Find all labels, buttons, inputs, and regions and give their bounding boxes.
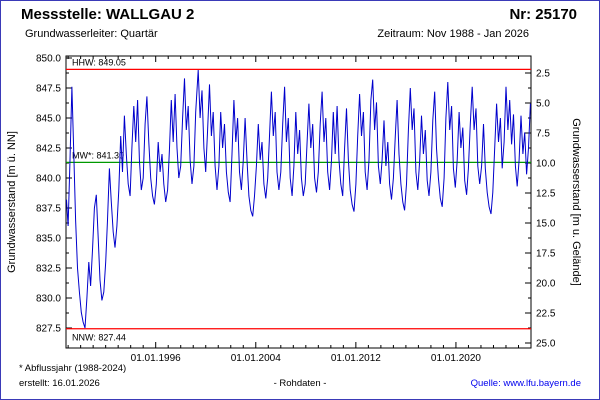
x-tick-label: 01.01.2012 bbox=[331, 353, 381, 364]
aquifer-label: Grundwasserleiter: Quartär bbox=[25, 28, 158, 40]
nnw-label: NNW: 827.44 bbox=[72, 333, 126, 343]
mw-label: MW*: 841.30 bbox=[72, 150, 124, 160]
y-right-tick-label: 10.0 bbox=[536, 159, 556, 170]
y-axis-left-title: Grundwasserstand [m ü. NN] bbox=[6, 131, 18, 273]
y-left-tick-label: 840.0 bbox=[36, 174, 61, 185]
y-right-tick-label: 20.0 bbox=[536, 279, 556, 290]
y-left-tick-label: 830.0 bbox=[36, 294, 61, 305]
y-right-tick-label: 15.0 bbox=[536, 219, 556, 230]
y-right-tick-label: 5.0 bbox=[536, 99, 550, 110]
footnote-abflussjahr: * Abflussjahr (1988-2024) bbox=[19, 363, 127, 374]
y-axis-left-ticks: 850.0 847.5 845.0 842.5 840.0 837.5 835.0 832.5… bbox=[36, 54, 72, 335]
y-left-tick-label: 847.5 bbox=[36, 84, 61, 95]
y-right-tick-label: 25.0 bbox=[536, 339, 556, 350]
created-date: erstellt: 16.01.2026 bbox=[19, 378, 100, 389]
plot-frame bbox=[65, 55, 532, 349]
y-left-tick-label: 850.0 bbox=[36, 54, 61, 65]
x-tick-label: 01.01.2004 bbox=[231, 353, 281, 364]
source-link[interactable]: Quelle: www.lfu.bayern.de bbox=[470, 378, 581, 389]
y-right-tick-label: 2.5 bbox=[536, 69, 550, 80]
period-label: Zeitraum: Nov 1988 - Jan 2026 bbox=[377, 28, 529, 40]
hhw-label: HHW: 849.05 bbox=[72, 57, 126, 67]
x-tick-label: 01.01.2020 bbox=[431, 353, 481, 364]
y-axis-right-title: Grundwasserstand [m u. Gelände] bbox=[570, 118, 582, 286]
y-left-tick-label: 837.5 bbox=[36, 204, 61, 215]
y-left-tick-label: 842.5 bbox=[36, 144, 61, 155]
x-tick-label: 01.01.1996 bbox=[131, 353, 181, 364]
y-left-tick-label: 845.0 bbox=[36, 114, 61, 125]
y-right-tick-label: 17.5 bbox=[536, 249, 556, 260]
x-axis-ticks: 01.01.1996 01.01.2004 01.01.2012 01.01.2020 bbox=[67, 56, 519, 364]
station-number: Nr: 25170 bbox=[509, 6, 577, 23]
y-left-tick-label: 835.0 bbox=[36, 234, 61, 245]
page-title: Messstelle: WALLGAU 2 bbox=[21, 6, 195, 23]
y-left-tick-label: 832.5 bbox=[36, 264, 61, 275]
y-right-tick-label: 12.5 bbox=[536, 189, 556, 200]
series-line bbox=[66, 69, 531, 329]
y-right-tick-label: 22.5 bbox=[536, 309, 556, 320]
y-left-tick-label: 827.5 bbox=[36, 324, 61, 335]
y-right-tick-label: 7.5 bbox=[536, 129, 550, 140]
